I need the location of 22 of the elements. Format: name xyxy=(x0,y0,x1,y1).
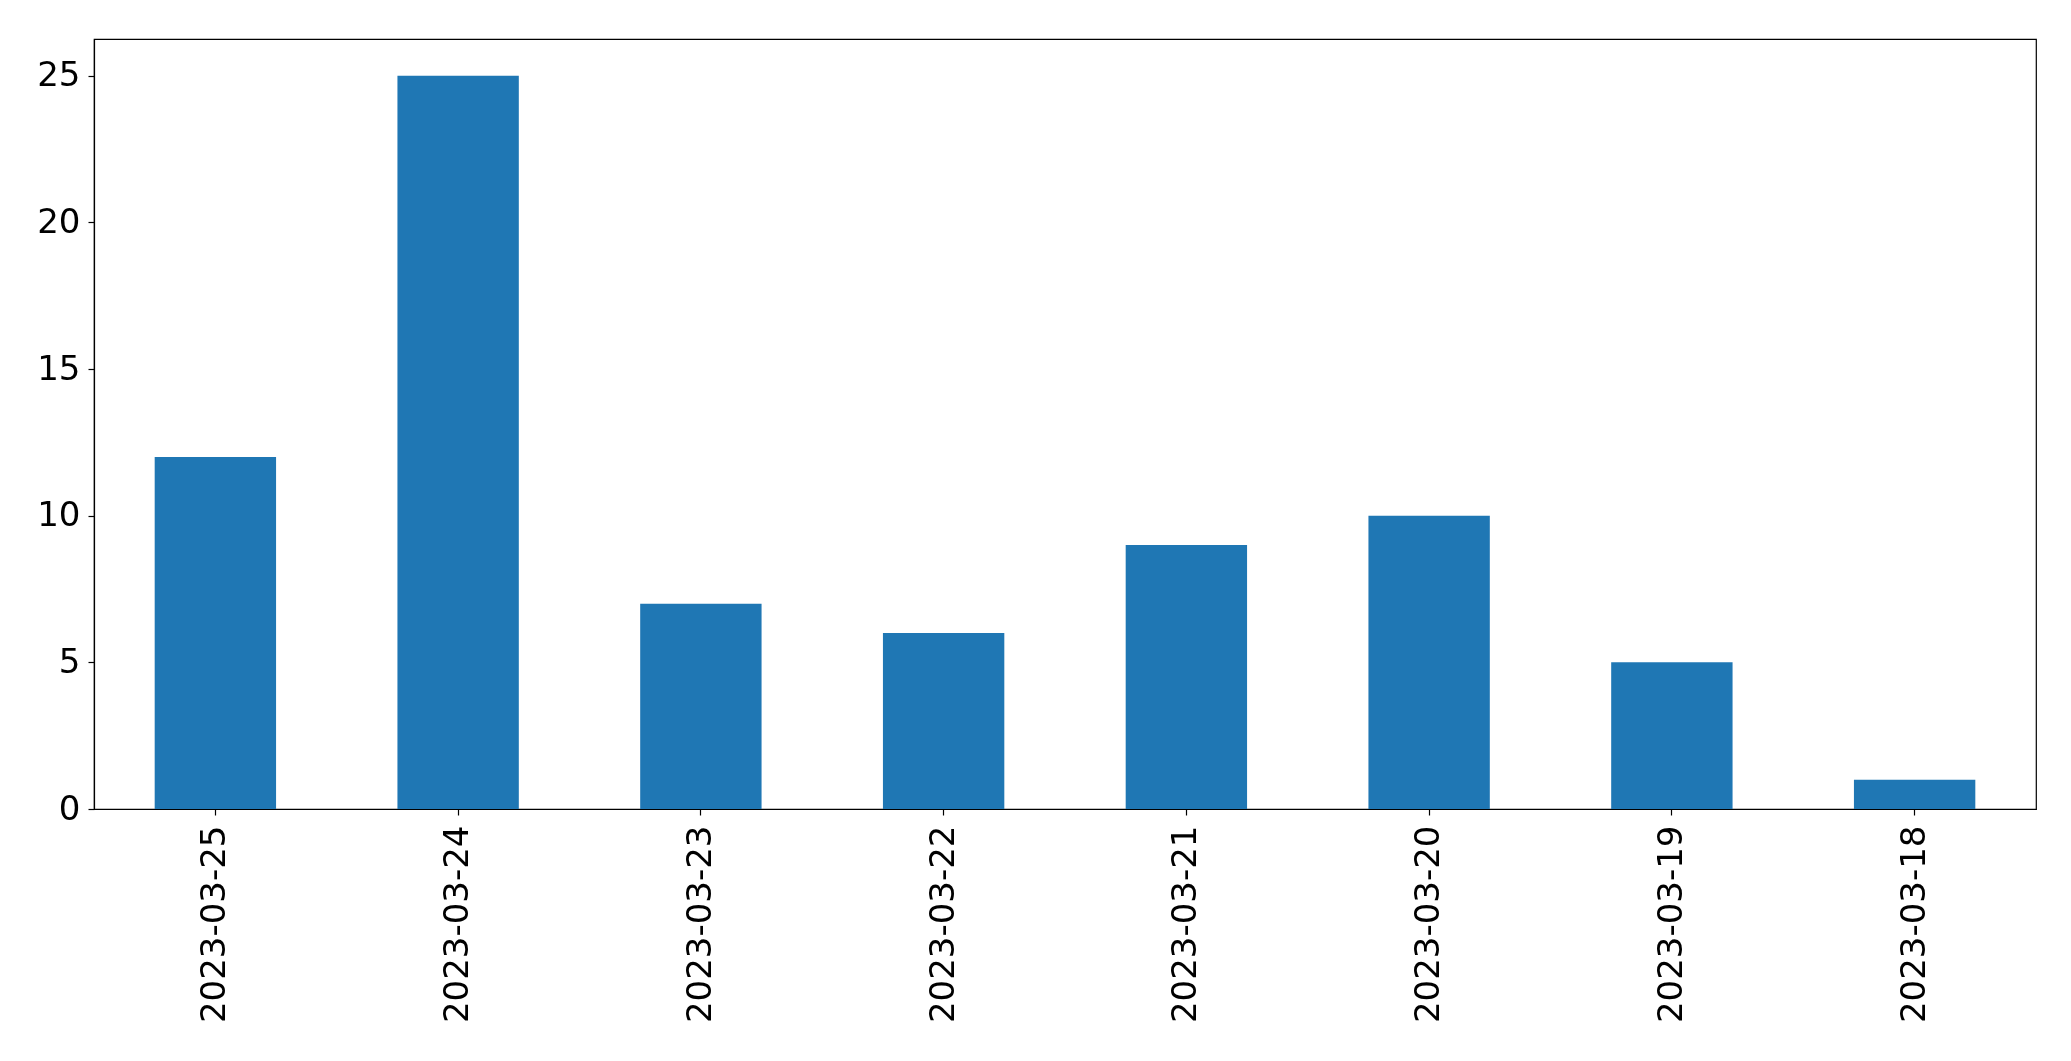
x-tick-label: 2023-03-19 xyxy=(1649,825,1690,1024)
x-tick-label: 2023-03-22 xyxy=(921,825,962,1024)
x-tick-label: 2023-03-21 xyxy=(1164,825,1205,1024)
y-tick-label: 15 xyxy=(37,347,81,388)
y-tick-label: 0 xyxy=(58,787,81,828)
x-tick-label: 2023-03-23 xyxy=(678,825,719,1024)
bar xyxy=(1611,662,1733,809)
bar xyxy=(1125,545,1248,809)
bar xyxy=(397,75,519,809)
x-tick-label: 2023-03-25 xyxy=(193,825,234,1024)
y-tick-label: 25 xyxy=(37,54,81,95)
y-tick-label: 10 xyxy=(37,494,81,535)
bar xyxy=(882,633,1005,809)
x-tick-label: 2023-03-20 xyxy=(1407,825,1448,1024)
x-tick-label: 2023-03-18 xyxy=(1892,825,1933,1024)
y-tick-label: 5 xyxy=(58,640,81,681)
bar xyxy=(154,457,277,809)
bar xyxy=(1853,779,1976,809)
y-tick-label: 20 xyxy=(37,200,81,241)
bar xyxy=(640,603,762,809)
bar xyxy=(1368,515,1490,809)
x-tick-label: 2023-03-24 xyxy=(436,825,477,1024)
